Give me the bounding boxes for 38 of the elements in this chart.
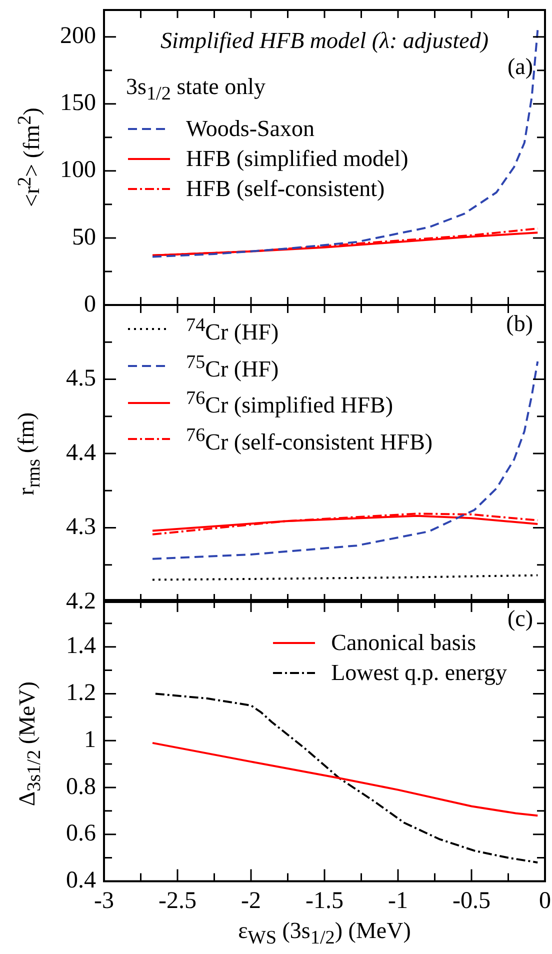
annotation: (b): [506, 311, 533, 337]
text: Simplified HFB model (λ: adjusted): [159, 28, 490, 54]
x-tick-label: -0.5: [452, 888, 490, 914]
legend-label: Canonical basis: [331, 629, 476, 657]
annotation: (c): [507, 606, 533, 632]
y-tick-label: 200: [60, 23, 96, 50]
y-tick-label: 4.4: [66, 440, 96, 466]
y-tick-label: 0.8: [66, 774, 96, 800]
y-tick-label: 100: [60, 157, 96, 184]
y-tick-label: 0: [84, 291, 96, 318]
line-series: [154, 692, 539, 864]
legend-label: $^{75}$Cr (HF): [186, 350, 279, 384]
x-tick-label: 0: [539, 888, 551, 914]
legend-label: Lowest q.p. energy: [331, 659, 507, 687]
x-tick-label: -1: [388, 888, 408, 914]
x-axis-title: ε$_{WS}$ (3s$_{1/2}$) (MeV): [237, 918, 412, 951]
annotation: (a): [507, 54, 533, 80]
y-tick-label: 1: [84, 726, 96, 753]
x-tick-label: -2: [241, 888, 261, 914]
legend-label: $^{74}$Cr (HF): [186, 314, 279, 347]
y-tick-label: 1.2: [66, 680, 96, 706]
y-tick-label: 1.4: [66, 633, 96, 660]
y-tick-label: 0.6: [66, 820, 96, 847]
x-tick-label: -2.5: [158, 888, 196, 914]
y-tick-label: 150: [60, 90, 96, 116]
y-tick-label: 4.3: [66, 514, 96, 540]
legend-label: HFB (self-consistent): [186, 174, 385, 203]
legend-label: Woods-Saxon: [186, 114, 314, 143]
y-tick-label: 0.4: [66, 867, 96, 894]
y-tick-label: 4.2: [66, 588, 96, 614]
legend-label: $^{76}$Cr (self-consistent HFB): [186, 424, 433, 457]
x-tick-label: -1.5: [306, 888, 344, 914]
y-tick-label: 4.5: [66, 366, 96, 392]
legend-label: $^{76}$Cr (simplified HFB): [186, 387, 393, 420]
legend-label: HFB (simplified model): [186, 144, 408, 173]
x-tick-label: -3: [94, 888, 114, 914]
legend-title: 3s$_{1/2}$ state only: [126, 73, 266, 107]
y-tick-label: 50: [72, 224, 96, 250]
